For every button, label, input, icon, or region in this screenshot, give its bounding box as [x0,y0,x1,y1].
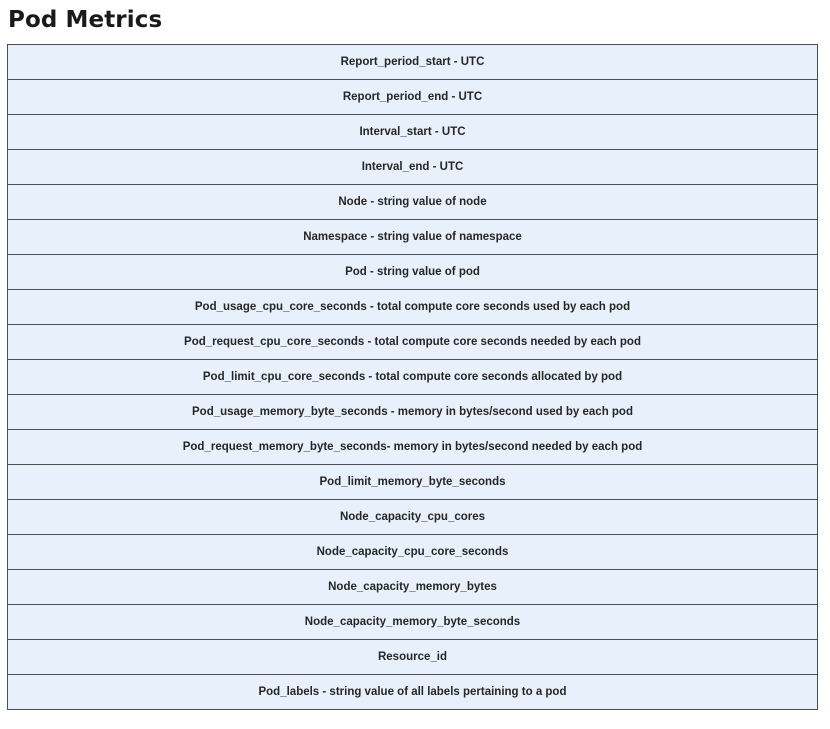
table-row: Pod_request_memory_byte_seconds- memory … [7,429,818,465]
pod-metrics-table-body: Report_period_start - UTC Report_period_… [7,44,818,710]
table-cell: Interval_end - UTC [7,149,818,185]
table-cell: Pod_request_memory_byte_seconds- memory … [7,429,818,465]
table-row: Node_capacity_memory_byte_seconds [7,604,818,640]
page-title: Pod Metrics [8,7,163,33]
table-cell: Pod_usage_cpu_core_seconds - total compu… [7,289,818,325]
table-row: Pod - string value of pod [7,254,818,290]
table-cell: Node_capacity_memory_bytes [7,569,818,605]
table-row: Namespace - string value of namespace [7,219,818,255]
table-cell: Pod_usage_memory_byte_seconds - memory i… [7,394,818,430]
table-row: Node_capacity_cpu_cores [7,499,818,535]
table-cell: Node - string value of node [7,184,818,220]
table-cell: Pod_limit_cpu_core_seconds - total compu… [7,359,818,395]
table-cell: Node_capacity_memory_byte_seconds [7,604,818,640]
table-cell: Node_capacity_cpu_core_seconds [7,534,818,570]
table-row: Report_period_end - UTC [7,79,818,115]
table-cell: Pod_labels - string value of all labels … [7,674,818,710]
table-row: Pod_limit_memory_byte_seconds [7,464,818,500]
table-row: Report_period_start - UTC [7,44,818,80]
table-cell: Resource_id [7,639,818,675]
table-row: Resource_id [7,639,818,675]
table-cell: Pod_limit_memory_byte_seconds [7,464,818,500]
table-cell: Interval_start - UTC [7,114,818,150]
table-cell: Namespace - string value of namespace [7,219,818,255]
table-cell: Pod - string value of pod [7,254,818,290]
table-cell: Node_capacity_cpu_cores [7,499,818,535]
table-row: Pod_request_cpu_core_seconds - total com… [7,324,818,360]
table-row: Node_capacity_memory_bytes [7,569,818,605]
table-row: Pod_labels - string value of all labels … [7,674,818,710]
table-row: Pod_usage_memory_byte_seconds - memory i… [7,394,818,430]
table-row: Pod_usage_cpu_core_seconds - total compu… [7,289,818,325]
table-cell: Report_period_start - UTC [7,44,818,80]
table-cell: Report_period_end - UTC [7,79,818,115]
table-row: Interval_start - UTC [7,114,818,150]
table-row: Pod_limit_cpu_core_seconds - total compu… [7,359,818,395]
table-row: Node_capacity_cpu_core_seconds [7,534,818,570]
table-row: Node - string value of node [7,184,818,220]
pod-metrics-table: Report_period_start - UTC Report_period_… [7,44,818,710]
table-row: Interval_end - UTC [7,149,818,185]
table-cell: Pod_request_cpu_core_seconds - total com… [7,324,818,360]
